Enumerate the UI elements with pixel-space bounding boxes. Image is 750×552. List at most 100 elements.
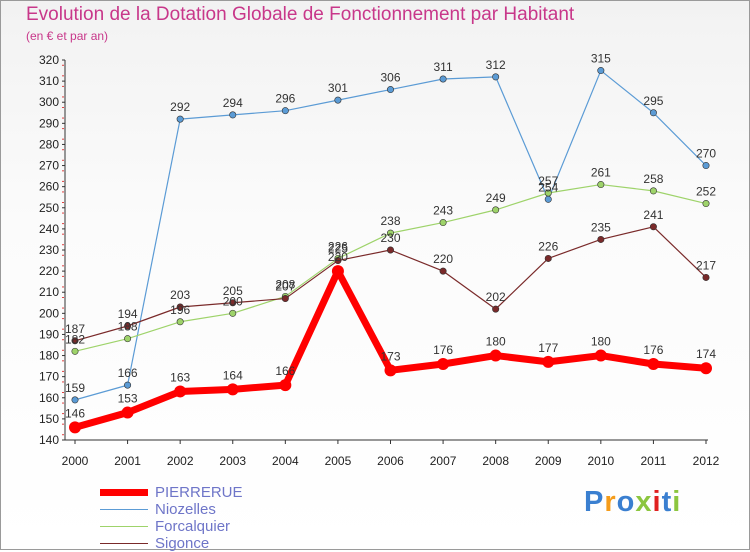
point-niozelles: [71, 396, 79, 404]
data-label-niozelles: 159: [65, 381, 85, 395]
data-label-sigonce: 225: [328, 242, 348, 256]
point-pierrerue: [647, 358, 660, 370]
data-label-pierrerue: 166: [275, 364, 295, 378]
data-label-forcalquier: 238: [380, 214, 400, 228]
data-label-pierrerue: 164: [223, 368, 243, 382]
data-label-niozelles: 311: [434, 60, 453, 74]
data-label-sigonce: 235: [591, 220, 611, 234]
point-sigonce: [124, 322, 132, 330]
point-niozelles: [281, 107, 289, 115]
point-niozelles: [439, 75, 447, 83]
x-tick-label: 2004: [272, 454, 299, 468]
x-tick-label: 2009: [535, 454, 562, 468]
point-sigonce: [702, 273, 710, 281]
point-niozelles: [702, 162, 710, 170]
data-label-pierrerue: 177: [538, 341, 558, 355]
logo-letter: i: [652, 486, 662, 518]
point-forcalquier: [71, 347, 79, 355]
logo-letter: i: [672, 486, 682, 518]
point-niozelles: [386, 86, 394, 94]
point-forcalquier: [124, 335, 132, 343]
point-sigonce: [544, 254, 552, 262]
data-label-pierrerue: 146: [65, 406, 85, 420]
data-label-sigonce: 230: [380, 231, 400, 245]
series-layer: [69, 67, 712, 434]
legend-swatch-forcalquier: [100, 526, 148, 527]
x-tick-label: 2003: [219, 454, 246, 468]
data-label-sigonce: 220: [433, 252, 453, 266]
legend-label-forcalquier: Forcalquier: [155, 518, 231, 535]
point-forcalquier: [229, 309, 237, 317]
data-label-forcalquier: 257: [538, 174, 558, 188]
point-niozelles: [492, 73, 500, 81]
data-labels-layer: 159 166 292 294 296 301 306 311 312 254 315 295 270 1…: [65, 52, 716, 421]
point-sigonce: [71, 337, 79, 345]
data-label-forcalquier: 252: [696, 185, 716, 199]
point-pierrerue: [489, 349, 502, 362]
point-pierrerue: [331, 265, 344, 278]
data-label-pierrerue: 180: [591, 335, 611, 349]
data-label-niozelles: 306: [380, 71, 400, 85]
point-forcalquier: [649, 187, 657, 195]
point-sigonce: [386, 246, 394, 254]
logo-letter: x: [635, 486, 653, 518]
data-label-forcalquier: 196: [170, 303, 190, 317]
logo-letter: o: [616, 486, 636, 518]
x-tick-label: 2000: [62, 454, 89, 468]
data-label-pierrerue: 173: [380, 349, 400, 363]
point-niozelles: [597, 67, 605, 75]
legend-label-pierrerue: PIERRERUE: [155, 484, 243, 501]
point-sigonce: [649, 223, 657, 231]
point-sigonce: [281, 295, 289, 303]
data-label-forcalquier: 258: [643, 172, 663, 186]
y-tick-label: 160: [39, 391, 59, 405]
data-label-forcalquier: 188: [118, 320, 138, 334]
point-niozelles: [334, 96, 342, 104]
chart-axes: 140 150 160 170 180 190 200 210 220 230 240 250 260 2…: [39, 53, 720, 468]
legend-swatch-pierrerue: [100, 489, 148, 496]
point-sigonce: [439, 267, 447, 275]
x-tick-label: 2007: [430, 454, 457, 468]
series-line-forcalquier: [74, 183, 707, 352]
y-tick-label: 180: [39, 349, 59, 363]
legend-swatch-niozelles: [100, 509, 148, 510]
data-label-pierrerue: 176: [433, 343, 453, 357]
logo-letter: t: [661, 486, 673, 518]
data-label-sigonce: 241: [643, 208, 663, 222]
x-tick-label: 2010: [587, 454, 614, 468]
data-label-pierrerue: 176: [643, 343, 663, 357]
logo-letter: r: [604, 486, 617, 518]
x-tick-label: 2006: [377, 454, 404, 468]
data-label-forcalquier: 249: [486, 191, 506, 205]
data-label-niozelles: 312: [486, 58, 506, 72]
legend-swatch-sigonce: [100, 543, 148, 544]
y-tick-label: 230: [39, 243, 59, 257]
data-label-sigonce: 207: [275, 280, 295, 294]
point-forcalquier: [492, 206, 500, 214]
point-niozelles: [649, 109, 657, 117]
data-label-pierrerue: 153: [118, 392, 138, 406]
data-label-sigonce: 217: [696, 258, 716, 272]
point-forcalquier: [597, 181, 605, 189]
y-tick-label: 200: [39, 306, 59, 320]
chart-subtitle: (en € et par an): [26, 29, 109, 43]
point-niozelles: [176, 115, 184, 123]
point-forcalquier: [702, 200, 710, 208]
y-tick-label: 310: [39, 74, 59, 88]
y-tick-label: 170: [39, 370, 59, 384]
y-tick-label: 300: [39, 95, 59, 109]
point-niozelles: [124, 381, 132, 389]
y-tick-label: 320: [39, 53, 59, 67]
point-sigonce: [229, 299, 237, 307]
data-label-forcalquier: 208: [275, 277, 295, 291]
data-label-niozelles: 254: [538, 180, 558, 194]
data-label-sigonce: 226: [538, 239, 558, 253]
point-forcalquier: [544, 189, 552, 197]
y-tick-label: 220: [39, 264, 59, 278]
point-forcalquier: [176, 318, 184, 326]
data-label-sigonce: 187: [65, 322, 85, 336]
data-label-pierrerue: 220: [328, 250, 348, 264]
y-tick-label: 240: [39, 222, 59, 236]
x-tick-label: 2011: [641, 454, 667, 468]
